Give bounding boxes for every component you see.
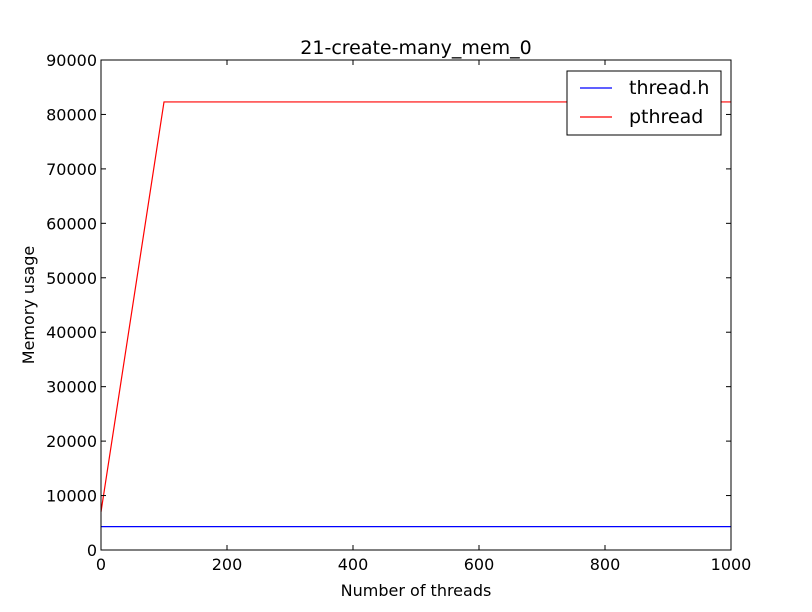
y-tick-label: 80000 xyxy=(46,105,97,124)
x-tick-label: 0 xyxy=(96,555,106,574)
legend-label-thread-h: thread.h xyxy=(629,77,709,99)
y-tick-label: 60000 xyxy=(46,214,97,233)
y-tick-label: 50000 xyxy=(46,269,97,288)
legend: thread.h pthread xyxy=(566,70,722,136)
y-tick-label: 20000 xyxy=(46,432,97,451)
x-tick-label: 200 xyxy=(212,555,243,574)
x-tick-label: 600 xyxy=(464,555,495,574)
chart-title: 21-create-many_mem_0 xyxy=(300,37,531,59)
plot-frame xyxy=(100,59,732,551)
x-tick-label: 1000 xyxy=(711,555,752,574)
y-tick-label: 90000 xyxy=(46,51,97,70)
y-tick-label: 40000 xyxy=(46,323,97,342)
y-tick-label: 0 xyxy=(87,541,97,560)
y-axis-ticks: 0 10000 20000 30000 40000 50000 60000 70000 8000… xyxy=(46,51,731,560)
legend-label-pthread: pthread xyxy=(629,106,703,128)
y-tick-label: 10000 xyxy=(46,487,97,506)
y-axis-label: Memory usage xyxy=(19,246,38,364)
y-tick-label: 30000 xyxy=(46,378,97,397)
x-tick-label: 400 xyxy=(338,555,369,574)
y-tick-label: 70000 xyxy=(46,160,97,179)
legend-box xyxy=(566,70,722,136)
x-tick-label: 800 xyxy=(590,555,621,574)
plot-area: 0 200 400 600 800 1000 0 10000 20000 30000 40000 5… xyxy=(46,51,751,574)
x-axis-label: Number of threads xyxy=(341,581,492,600)
